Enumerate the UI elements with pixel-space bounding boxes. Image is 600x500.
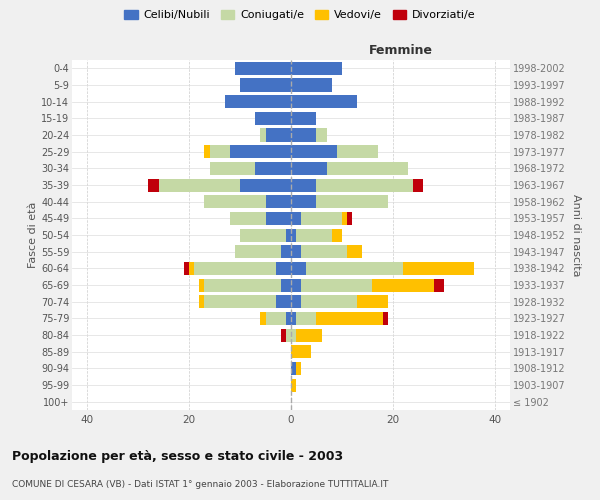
Bar — [291, 128, 316, 141]
Text: Popolazione per età, sesso e stato civile - 2003: Popolazione per età, sesso e stato civil… — [12, 450, 343, 463]
Bar — [291, 195, 316, 208]
Bar — [291, 362, 296, 375]
Bar — [189, 262, 194, 275]
Bar — [373, 278, 434, 291]
Bar — [296, 312, 316, 325]
Bar — [266, 128, 291, 141]
Y-axis label: Fasce di età: Fasce di età — [28, 202, 38, 268]
Bar — [240, 178, 291, 192]
Bar — [291, 228, 296, 241]
Bar — [148, 178, 158, 192]
Bar — [205, 278, 281, 291]
Bar — [332, 228, 342, 241]
Bar — [347, 212, 352, 225]
Bar — [291, 145, 337, 158]
Bar — [291, 78, 332, 92]
Bar — [281, 328, 286, 342]
Bar — [194, 262, 276, 275]
Bar — [296, 328, 322, 342]
Bar — [209, 162, 256, 175]
Bar — [316, 195, 388, 208]
Text: COMUNE DI CESARA (VB) - Dati ISTAT 1° gennaio 2003 - Elaborazione TUTTITALIA.IT: COMUNE DI CESARA (VB) - Dati ISTAT 1° ge… — [12, 480, 388, 489]
Bar — [276, 295, 291, 308]
Bar — [240, 228, 286, 241]
Bar — [230, 145, 291, 158]
Bar — [413, 178, 424, 192]
Bar — [342, 212, 347, 225]
Bar — [286, 228, 291, 241]
Bar — [296, 362, 301, 375]
Bar — [291, 245, 301, 258]
Bar — [301, 278, 373, 291]
Bar — [383, 312, 388, 325]
Bar — [266, 195, 291, 208]
Bar — [291, 262, 306, 275]
Bar — [291, 378, 296, 392]
Bar — [291, 295, 301, 308]
Y-axis label: Anni di nascita: Anni di nascita — [571, 194, 581, 276]
Bar — [230, 212, 266, 225]
Bar — [291, 95, 357, 108]
Bar — [326, 162, 408, 175]
Bar — [235, 245, 281, 258]
Bar — [301, 245, 347, 258]
Bar — [357, 295, 388, 308]
Bar — [286, 312, 291, 325]
Bar — [240, 78, 291, 92]
Bar — [199, 295, 205, 308]
Bar — [301, 212, 342, 225]
Bar — [434, 278, 444, 291]
Legend: Celibi/Nubili, Coniugati/e, Vedovi/e, Divorziati/e: Celibi/Nubili, Coniugati/e, Vedovi/e, Di… — [120, 6, 480, 25]
Bar — [209, 145, 230, 158]
Bar — [260, 128, 266, 141]
Bar — [296, 228, 332, 241]
Bar — [266, 312, 286, 325]
Bar — [291, 345, 311, 358]
Bar — [403, 262, 475, 275]
Bar — [291, 278, 301, 291]
Bar — [260, 312, 266, 325]
Bar — [235, 62, 291, 75]
Bar — [306, 262, 403, 275]
Bar — [286, 328, 291, 342]
Bar — [291, 312, 296, 325]
Bar — [276, 262, 291, 275]
Bar — [291, 212, 301, 225]
Bar — [301, 295, 357, 308]
Bar — [291, 178, 316, 192]
Bar — [281, 278, 291, 291]
Bar — [184, 262, 189, 275]
Bar — [316, 312, 383, 325]
Bar — [291, 112, 316, 125]
Bar — [256, 162, 291, 175]
Bar — [337, 145, 377, 158]
Bar — [316, 128, 326, 141]
Bar — [266, 212, 291, 225]
Bar — [347, 245, 362, 258]
Bar — [158, 178, 240, 192]
Bar — [225, 95, 291, 108]
Bar — [205, 195, 266, 208]
Bar — [205, 145, 209, 158]
Bar — [291, 328, 296, 342]
Bar — [291, 62, 342, 75]
Bar — [291, 162, 326, 175]
Bar — [199, 278, 205, 291]
Bar — [256, 112, 291, 125]
Bar — [281, 245, 291, 258]
Bar — [316, 178, 413, 192]
Bar — [205, 295, 276, 308]
Text: Femmine: Femmine — [368, 44, 433, 57]
